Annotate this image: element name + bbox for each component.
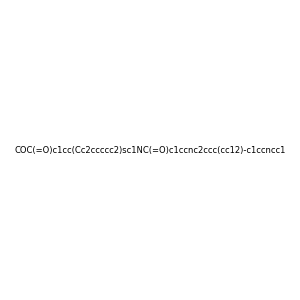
Text: COC(=O)c1cc(Cc2ccccc2)sc1NC(=O)c1ccnc2ccc(cc12)-c1ccncc1: COC(=O)c1cc(Cc2ccccc2)sc1NC(=O)c1ccnc2cc… — [14, 146, 286, 154]
